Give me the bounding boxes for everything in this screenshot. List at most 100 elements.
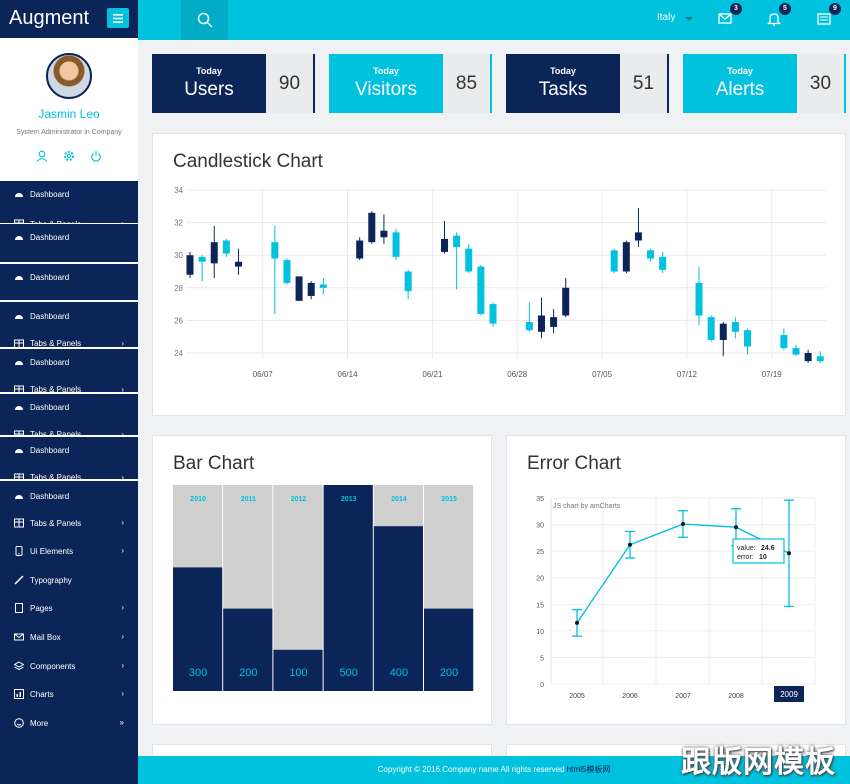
smile-icon xyxy=(14,718,24,728)
sidebar-item-components[interactable]: Components › xyxy=(0,653,138,679)
tooltip-box xyxy=(732,538,785,564)
bell-badge: 5 xyxy=(779,3,791,15)
y-tick-label: 20 xyxy=(536,576,544,583)
candle-body xyxy=(622,242,630,272)
sidebar-item-mail-box[interactable]: Mail Box › xyxy=(0,624,138,650)
candle xyxy=(792,344,800,357)
user-icon[interactable] xyxy=(36,150,48,162)
candle xyxy=(634,207,642,248)
mail-icon[interactable] xyxy=(718,12,734,26)
bar-chart[interactable]: 2010 300 2011 200 2012 100 2013 500 2014 400 2015 2… xyxy=(153,436,491,724)
candle xyxy=(477,264,485,316)
sidebar-item-label: Charts xyxy=(30,689,54,699)
sidebar-item-label: Dashboard xyxy=(30,272,70,282)
candle-body xyxy=(222,240,230,254)
candle-body xyxy=(719,323,727,340)
sidebar-item-dashboard[interactable]: Dashboard xyxy=(0,181,138,207)
stat-card[interactable]: Today Users 90 xyxy=(152,54,315,113)
candle-body xyxy=(441,238,449,252)
sidebar-item-tabs-panels[interactable]: Tabs & Panels › xyxy=(0,331,138,347)
sidebar-item-dashboard[interactable]: Dashboard xyxy=(0,303,138,329)
sidebar-item-dashboard[interactable]: Dashboard xyxy=(0,264,138,290)
stat-title: Visitors xyxy=(355,79,417,100)
sidebar-item-label: Dashboard xyxy=(30,311,70,321)
sidebar-item-ui-elements[interactable]: Ui Elements › xyxy=(0,538,138,564)
table-icon xyxy=(14,518,24,528)
candle-body xyxy=(380,230,388,238)
user-role: System Administrator in Company xyxy=(16,129,122,136)
sidebar-item-tabs-panels[interactable]: Tabs & Panels › xyxy=(0,377,138,393)
sidebar-item-typography[interactable]: Typography xyxy=(0,567,138,593)
y-tick-label: 28 xyxy=(174,284,183,293)
sidebar-item-tabs-panels[interactable]: Tabs & Panels › xyxy=(0,422,138,436)
language-select[interactable]: Italy xyxy=(657,12,676,23)
error-point xyxy=(572,608,582,637)
sidebar-item-dashboard[interactable]: Dashboard xyxy=(0,394,138,420)
sidebar-item-label: Pages xyxy=(30,603,53,613)
search-button[interactable] xyxy=(181,0,228,40)
candle xyxy=(319,278,327,295)
dashboard-icon xyxy=(15,193,23,197)
y-tick-label: 32 xyxy=(174,219,183,228)
stat-label-box: Today Users xyxy=(152,54,266,113)
candle xyxy=(356,237,364,261)
mail-badge: 3 xyxy=(730,3,742,15)
candlestick-chart[interactable]: 24 26 28 30 32 34 06/07 06/14 06/21 06/28 07/05 07/… xyxy=(153,134,845,415)
candle-body xyxy=(707,317,715,340)
file-icon xyxy=(15,603,23,613)
avatar[interactable] xyxy=(46,53,92,99)
y-tick-label: 24 xyxy=(174,349,183,358)
candle-body xyxy=(319,284,327,288)
chevron-right-icon: › xyxy=(121,430,124,436)
bar-value-label: 400 xyxy=(390,667,408,679)
bar-category-label: 2010 xyxy=(190,496,206,503)
y-tick-label: 25 xyxy=(536,549,544,556)
stat-card[interactable]: Today Visitors 85 xyxy=(329,54,492,113)
candle xyxy=(695,266,703,326)
candle xyxy=(707,315,715,342)
sidebar-item-label: Typography xyxy=(30,575,72,585)
candle xyxy=(622,240,630,274)
candle-body xyxy=(465,248,473,272)
stat-label-box: Today Tasks xyxy=(506,54,620,113)
gear-icon[interactable] xyxy=(63,150,75,162)
sidebar-item-pages[interactable]: Pages › xyxy=(0,595,138,621)
profile-actions xyxy=(36,150,102,162)
stat-card[interactable]: Today Alerts 30 xyxy=(683,54,846,113)
y-tick-label: 34 xyxy=(174,186,183,195)
sidebar-item-charts[interactable]: Charts › xyxy=(0,681,138,707)
sidebar-item-tabs-panels[interactable]: Tabs & Panels › xyxy=(0,465,138,479)
sidebar-item-dashboard[interactable]: Dashboard xyxy=(0,349,138,375)
stat-card[interactable]: Today Tasks 51 xyxy=(506,54,669,113)
power-icon[interactable] xyxy=(90,150,102,162)
chevron-right-icon: › xyxy=(121,661,124,670)
sidebar-item-dashboard[interactable]: Dashboard xyxy=(0,224,138,250)
bar xyxy=(373,526,423,691)
layers-icon xyxy=(14,661,24,671)
error-chart[interactable]: 0 5 10 15 20 25 30 35 JS chart by amCharts 2005 20… xyxy=(507,436,845,724)
x-tick-label: 07/12 xyxy=(677,370,698,379)
list-icon[interactable] xyxy=(817,12,833,26)
candle xyxy=(210,225,218,279)
table-icon xyxy=(14,339,24,347)
candle xyxy=(295,276,303,301)
chevron-right-icon: › xyxy=(121,473,124,479)
chevron-right-icon: › xyxy=(121,339,124,347)
watermark: 跟版网模板 xyxy=(681,746,836,779)
sidebar-item-tabs-panels[interactable]: Tabs & Panels › xyxy=(0,510,138,536)
sidebar-item-dashboard[interactable]: Dashboard xyxy=(0,437,138,463)
candle xyxy=(392,229,400,261)
x-tick-label: 2009 xyxy=(780,690,798,699)
stat-value: 90 xyxy=(266,54,315,113)
sidebar-item-more[interactable]: More » xyxy=(0,710,138,736)
footer-link[interactable]: html5模板网 xyxy=(566,765,611,774)
sidebar-item-label: More xyxy=(30,718,49,728)
stat-value: 51 xyxy=(620,54,669,113)
candle xyxy=(610,248,618,274)
bell-icon[interactable] xyxy=(767,12,783,26)
sidebar-item-dashboard[interactable]: Dashboard xyxy=(0,483,138,509)
x-tick-highlight xyxy=(774,686,804,702)
candle-body xyxy=(234,261,242,267)
menu-toggle-button[interactable] xyxy=(107,8,129,28)
chevron-down-icon xyxy=(685,17,693,21)
